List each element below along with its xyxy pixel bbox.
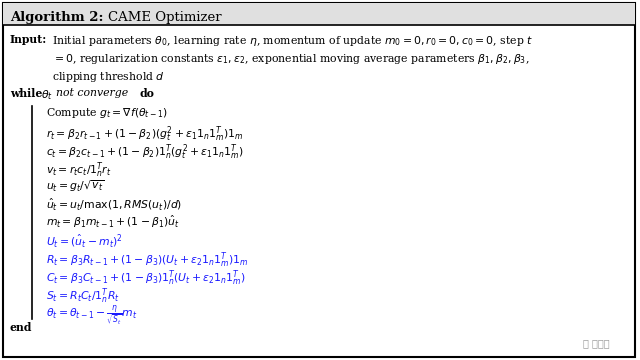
- Text: 🐾 量子位: 🐾 量子位: [584, 338, 610, 348]
- Text: $\theta_t = \theta_{t-1} - \frac{\eta}{\sqrt{S_t}} m_t$: $\theta_t = \theta_{t-1} - \frac{\eta}{\…: [46, 304, 138, 328]
- Text: $m_t = \beta_1 m_{t-1} + (1-\beta_1)\hat{u}_t$: $m_t = \beta_1 m_{t-1} + (1-\beta_1)\hat…: [46, 214, 180, 230]
- Text: $U_t = (\hat{u}_t - m_t)^2$: $U_t = (\hat{u}_t - m_t)^2$: [46, 232, 123, 249]
- Text: $r_t = \beta_2 r_{t-1} + (1-\beta_2)(g_t^2 + \epsilon_1 1_n 1_m^T)1_m$: $r_t = \beta_2 r_{t-1} + (1-\beta_2)(g_t…: [46, 124, 244, 144]
- Text: Initial parameters $\theta_0$, learning rate $\eta$, momentum of update $m_0 = 0: Initial parameters $\theta_0$, learning …: [52, 34, 533, 48]
- Text: $v_t = r_t c_t / 1_n^T r_t$: $v_t = r_t c_t / 1_n^T r_t$: [46, 160, 111, 180]
- Text: $u_t = g_t/\sqrt{v_t}$: $u_t = g_t/\sqrt{v_t}$: [46, 178, 105, 194]
- Text: $R_t = \beta_3 R_{t-1} + (1-\beta_3)(U_t + \epsilon_2 1_n 1_m^T)1_m$: $R_t = \beta_3 R_{t-1} + (1-\beta_3)(U_t…: [46, 250, 248, 270]
- Text: while: while: [10, 88, 42, 99]
- Text: not converge: not converge: [56, 88, 128, 98]
- Text: clipping threshold $d$: clipping threshold $d$: [52, 70, 165, 84]
- Text: Input:: Input:: [10, 34, 47, 45]
- Bar: [3, 3, 635, 25]
- Text: do: do: [140, 88, 155, 99]
- Text: Compute $g_t = \nabla f(\theta_{t-1})$: Compute $g_t = \nabla f(\theta_{t-1})$: [46, 106, 168, 120]
- Text: $\theta_t$: $\theta_t$: [41, 88, 53, 102]
- Text: CAME Optimizer: CAME Optimizer: [108, 10, 221, 23]
- Text: $\hat{u}_t = u_t/\max(1, RMS(u_t)/d)$: $\hat{u}_t = u_t/\max(1, RMS(u_t)/d)$: [46, 196, 182, 212]
- Text: $C_t = \beta_3 C_{t-1} + (1-\beta_3)1_n^T(U_t + \epsilon_2 1_n 1_m^T)$: $C_t = \beta_3 C_{t-1} + (1-\beta_3)1_n^…: [46, 268, 246, 288]
- Text: $S_t = R_t C_t / 1_n^T R_t$: $S_t = R_t C_t / 1_n^T R_t$: [46, 286, 120, 306]
- Text: $c_t = \beta_2 c_{t-1} + (1-\beta_2)1_n^T(g_t^2 + \epsilon_1 1_n 1_m^T)$: $c_t = \beta_2 c_{t-1} + (1-\beta_2)1_n^…: [46, 142, 244, 162]
- Text: end: end: [10, 322, 33, 333]
- Text: $= 0$, regularization constants $\epsilon_1, \epsilon_2$, exponential moving ave: $= 0$, regularization constants $\epsilo…: [52, 52, 529, 66]
- Text: Algorithm 2:: Algorithm 2:: [10, 10, 104, 23]
